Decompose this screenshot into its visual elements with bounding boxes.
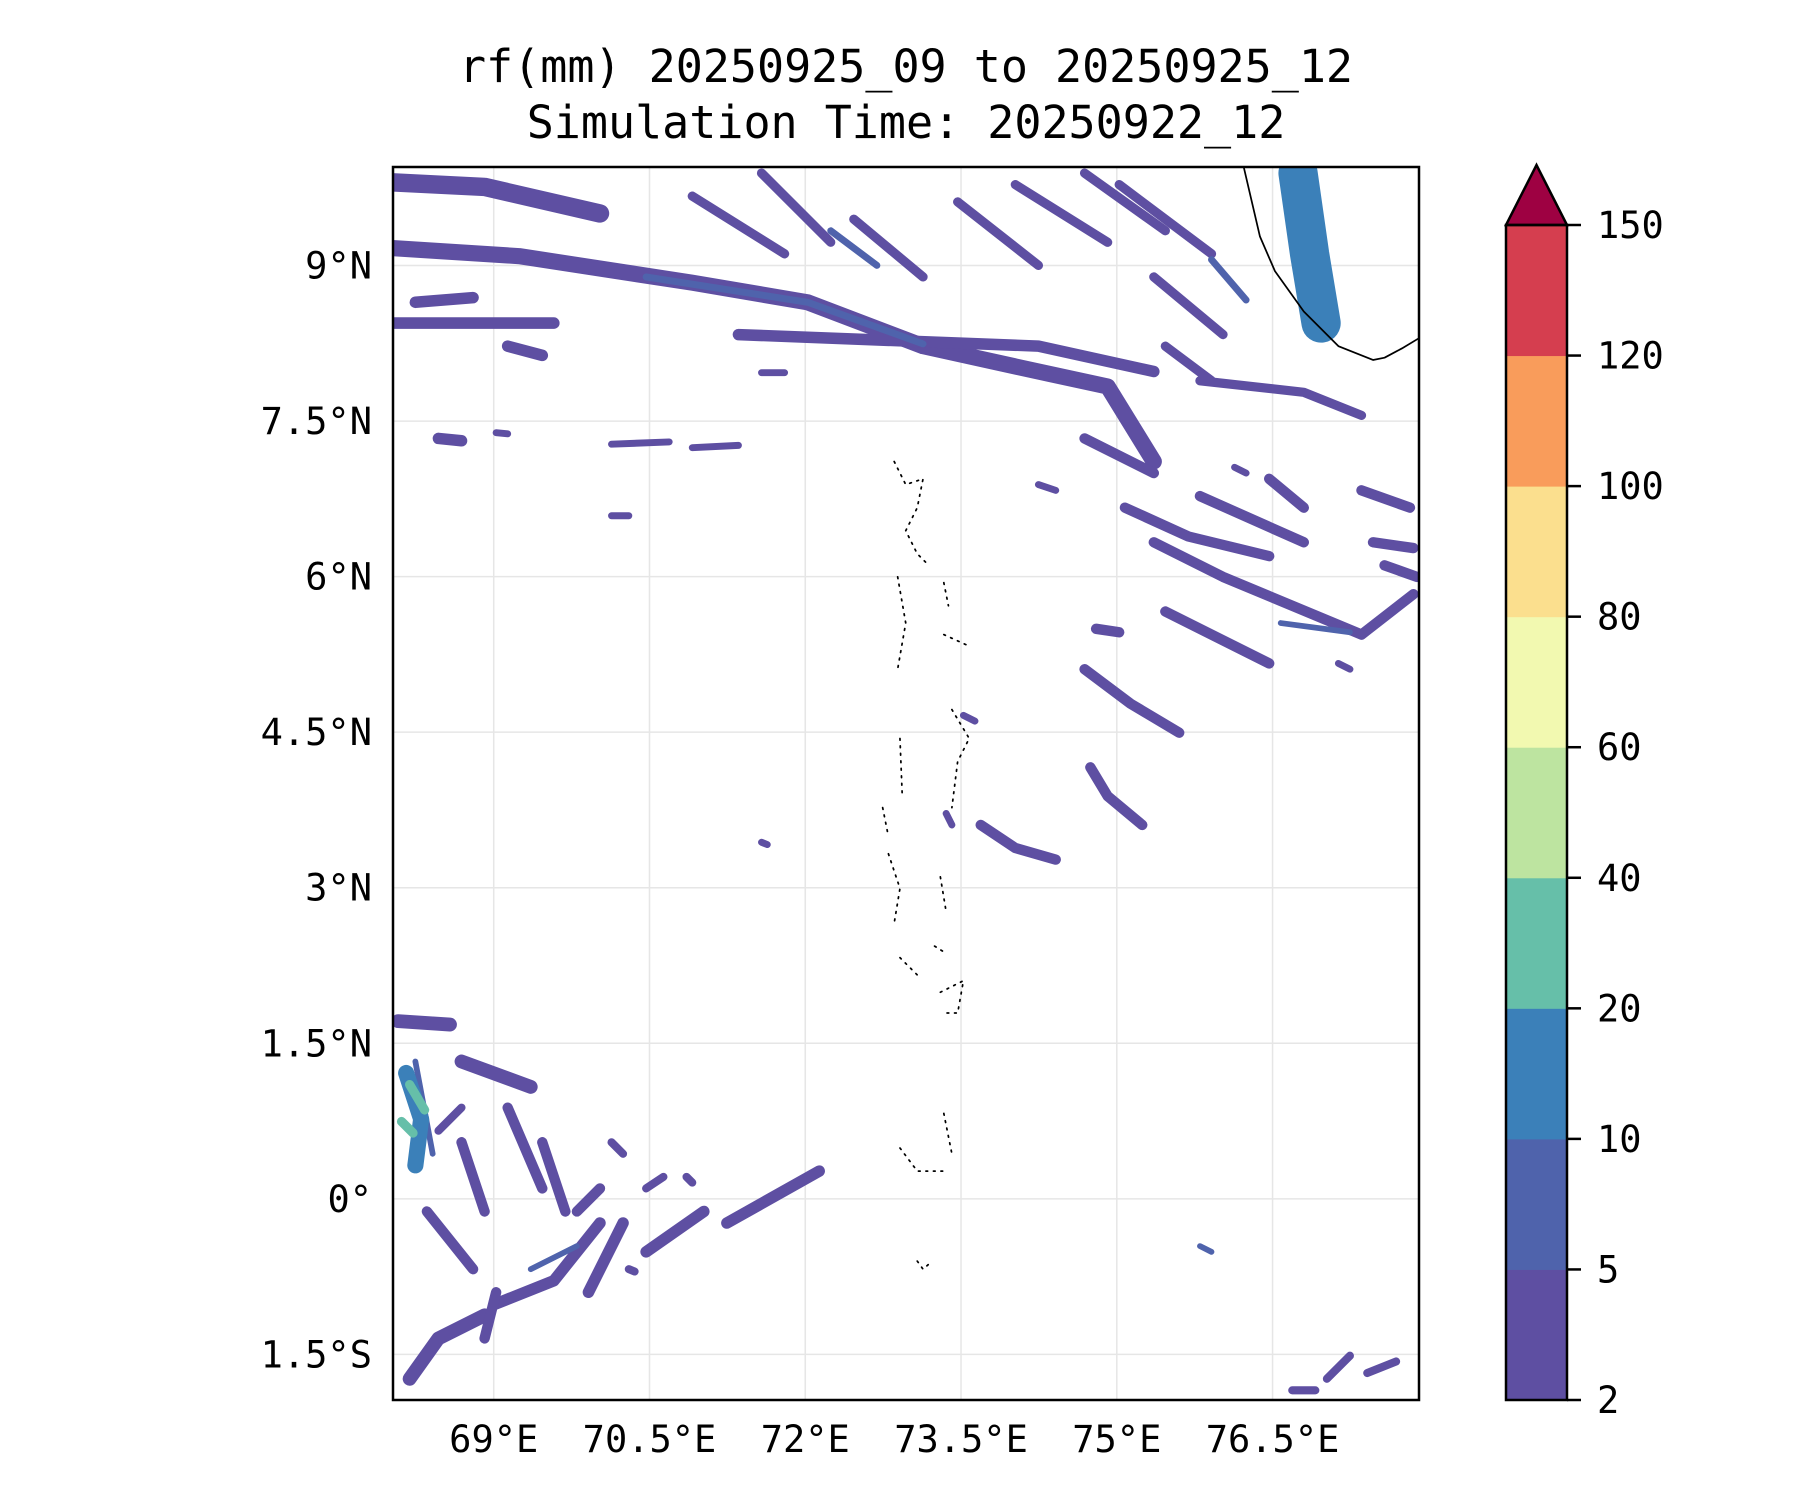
x-tick-label: 70.5°E <box>583 1418 717 1461</box>
colorbar-bin <box>1506 747 1567 879</box>
colorbar-bin <box>1506 616 1567 748</box>
y-tick-label: 3°N <box>305 867 372 910</box>
colorbar-tick-label: 120 <box>1597 335 1664 378</box>
colorbar-tick-label: 20 <box>1597 987 1642 1030</box>
colorbar-tick-label: 80 <box>1597 596 1642 639</box>
colorbar-tick-label: 40 <box>1597 857 1642 900</box>
x-tick-label: 76.5°E <box>1206 1418 1340 1461</box>
y-tick-label: 7.5°N <box>261 400 372 443</box>
colorbar-tick-label: 150 <box>1597 204 1664 247</box>
colorbar-bin <box>1506 486 1567 618</box>
coastline <box>1242 167 1419 361</box>
chart-title: rf(mm) 20250925_09 to 20250925_12 <box>459 40 1353 93</box>
colorbar: 2 5 10 20 40 60 80 100 120 150 <box>1503 162 1664 1422</box>
colorbar-bin <box>1506 1138 1567 1270</box>
contour-band-5-10 <box>412 227 1353 1273</box>
x-tick-label: 75°E <box>1072 1418 1161 1461</box>
contour-band-20-40 <box>396 1079 430 1138</box>
chart-subtitle: Simulation Time: 20250922_12 <box>527 96 1286 149</box>
y-axis: 1.5°S 0° 1.5°N 3°N 4.5°N 6°N 7.5°N 9°N <box>261 245 372 1377</box>
x-tick-label: 72°E <box>761 1418 850 1461</box>
y-tick-label: 0° <box>327 1178 372 1221</box>
plot-frame <box>391 165 1421 1402</box>
colorbar-frame <box>1504 223 1569 1402</box>
colorbar-tick-label: 10 <box>1597 1118 1642 1161</box>
colorbar-tick-label: 60 <box>1597 726 1642 769</box>
contour-band-10-20 <box>1278 167 1341 343</box>
colorbar-bin <box>1506 355 1567 487</box>
colorbar-tick-label: 2 <box>1597 1379 1619 1422</box>
x-tick-label: 69°E <box>449 1418 538 1461</box>
y-tick-label: 9°N <box>305 245 372 288</box>
colorbar-tick-label: 100 <box>1597 465 1664 508</box>
contour-band-2-5 <box>393 168 1419 1395</box>
y-tick-label: 1.5°N <box>261 1022 372 1065</box>
y-tick-label: 1.5°S <box>261 1333 372 1376</box>
maldives-islands <box>881 460 971 1271</box>
colorbar-extend-arrow <box>1503 162 1570 227</box>
colorbar-bin <box>1506 1008 1567 1140</box>
y-tick-label: 6°N <box>305 556 372 599</box>
colorbar-bin <box>1506 225 1567 357</box>
y-tick-label: 4.5°N <box>261 711 372 754</box>
x-axis: 69°E 70.5°E 72°E 73.5°E 75°E 76.5°E <box>449 1418 1339 1461</box>
colorbar-tick-label: 5 <box>1597 1248 1619 1291</box>
colorbar-bin <box>1506 1269 1567 1401</box>
rainfall-contours <box>393 167 1419 1395</box>
colorbar-bin <box>1506 877 1567 1009</box>
x-tick-label: 73.5°E <box>894 1418 1028 1461</box>
